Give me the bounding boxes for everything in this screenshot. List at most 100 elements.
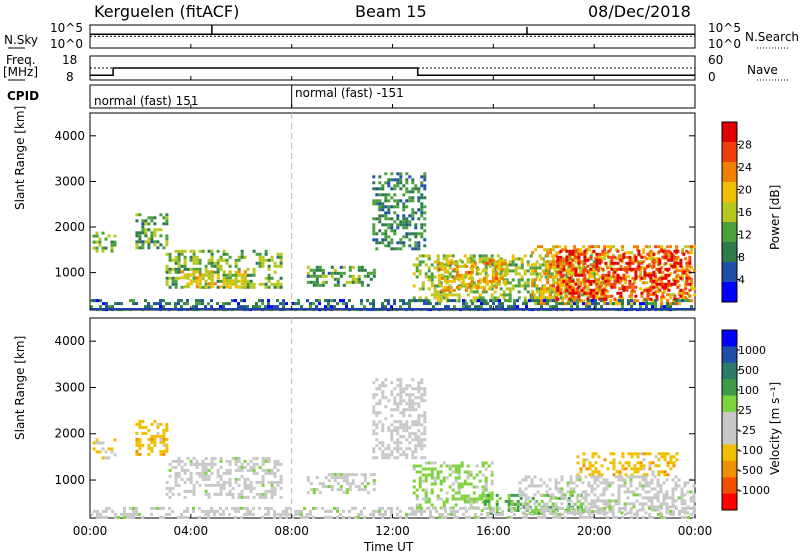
echo-cell [577,273,581,277]
freq-label: Freq. [6,53,36,67]
echo-cell [646,273,650,277]
echo-cell [360,280,364,284]
echo-cell [460,260,464,264]
echo-cell [420,432,424,436]
echo-cell [219,492,223,496]
echo-cell [443,288,447,292]
velocity-colorbar-swatch-2 [722,362,737,380]
echo-cell [595,255,599,259]
echo-cell [530,478,534,482]
echo-cell [231,282,235,286]
echo-cell [375,199,379,203]
echo-cell [514,263,518,267]
echo-cell [396,241,400,245]
echo-cell [418,464,422,468]
echo-cell [606,266,610,270]
echo-cell [261,261,265,265]
echo-cell [624,473,628,477]
echo-cell [387,226,391,230]
echo-cell [336,488,340,492]
echo-cell [231,299,234,303]
echo-cell [648,452,652,456]
echo-cell [572,481,576,485]
echo-cell [666,305,669,309]
echo-cell [494,282,498,286]
echo-cell [495,499,499,503]
echo-cell [147,240,151,244]
echo-cell [99,299,102,303]
echo-cell [576,281,580,285]
echo-cell [549,275,553,279]
echo-cell [153,506,156,510]
echo-cell [548,508,552,512]
echo-cell [526,269,530,273]
echo-cell [685,249,689,253]
echo-cell [418,260,422,264]
echo-cell [240,276,244,280]
echo-cell [489,509,492,513]
echo-cell [548,499,552,503]
echo-cell [466,497,470,501]
echo-cell [411,178,415,182]
echo-cell [423,444,427,448]
echo-cell [543,290,547,294]
echo-cell [186,489,190,493]
echo-cell [216,468,220,472]
echo-cell [678,299,681,303]
echo-cell [300,515,303,519]
echo-cell [237,495,241,499]
echo-cell [552,254,556,258]
echo-cell [458,273,462,277]
echo-cell [162,222,166,226]
echo-cell [243,506,246,510]
echo-cell [558,278,562,282]
echo-cell [480,508,484,512]
echo-cell [333,299,336,303]
echo-cell [601,273,605,277]
echo-cell [597,278,601,282]
echo-cell [405,226,409,230]
echo-cell [533,502,537,506]
echo-cell [660,281,664,285]
echo-cell [567,508,571,512]
echo-cell [101,447,105,451]
echo-cell [561,299,565,303]
echo-cell [321,485,325,489]
echo-cell [484,254,488,258]
echo-cell [234,276,238,280]
echo-cell [315,488,319,492]
echo-cell [498,512,501,516]
echo-cell [333,506,336,510]
echo-cell [571,279,575,283]
echo-cell [676,261,680,265]
echo-cell [411,247,415,251]
echo-cell [393,399,397,403]
echo-cell [640,276,644,280]
echo-cell [300,512,303,516]
echo-cell [579,515,582,519]
echo-region-7 [576,452,679,477]
echo-cell [660,299,664,303]
echo-cell [558,506,561,510]
echo-cell [198,261,202,265]
echo-cell [180,465,184,469]
echo-cell [279,486,283,490]
echo-cell [405,172,409,176]
echo-cell [162,449,166,453]
echo-cell [132,299,135,303]
echo-cell [207,302,210,306]
echo-cell [357,265,361,269]
echo-cell [485,258,489,262]
echo-cell [634,267,638,271]
echo-cell [603,512,606,516]
echo-cell [437,282,441,286]
echo-cell [430,275,434,279]
echo-cell [498,299,501,303]
echo-cell [537,245,541,249]
echo-cell [252,465,256,469]
echo-cell [460,497,464,501]
echo-cell [581,490,585,494]
echo-cell [90,305,93,309]
echo-cell [261,282,265,286]
echo-cell [348,485,352,489]
